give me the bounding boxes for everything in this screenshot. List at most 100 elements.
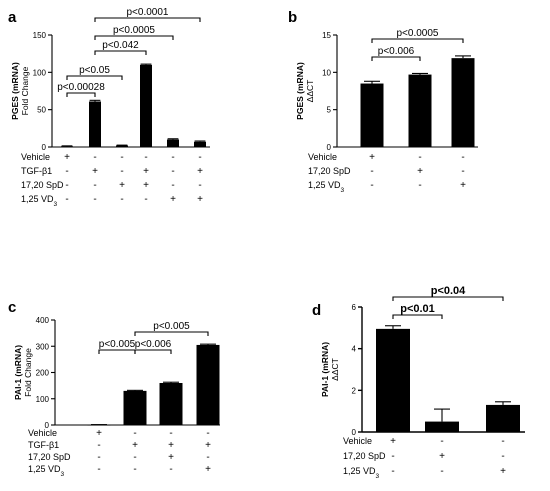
treatment-mark: - <box>133 452 136 463</box>
treatment-mark: + <box>119 180 125 191</box>
y-tick-label: 10 <box>322 68 331 77</box>
treatment-mark: - <box>206 452 209 463</box>
treatment-mark: - <box>97 464 100 475</box>
treatment-mark: - <box>418 152 421 163</box>
y-tick-label: 50 <box>37 106 46 115</box>
treatment-label: 1,25 VD3 <box>21 194 58 208</box>
y-tick-label: 0 <box>352 428 357 437</box>
significance-bracket <box>371 38 464 43</box>
significance-bracket <box>66 92 96 97</box>
treatment-mark: + <box>143 180 149 191</box>
y-tick-label: 150 <box>33 31 47 40</box>
p-value-label: p<0.01 <box>400 303 435 315</box>
p-value-label: p<0.05 <box>79 65 110 76</box>
y-tick-label: 300 <box>36 342 50 351</box>
bar <box>167 139 179 147</box>
bar <box>425 421 459 432</box>
treatment-mark: + <box>168 440 174 451</box>
treatment-mark: - <box>133 428 136 439</box>
treatment-mark: - <box>418 180 421 191</box>
treatment-mark: + <box>92 166 98 177</box>
y-tick-label: 4 <box>352 345 357 354</box>
treatment-mark: - <box>440 436 443 447</box>
panel-letter: a <box>8 9 17 26</box>
p-value-label: p<0.042 <box>102 40 139 51</box>
treatment-mark: - <box>391 466 394 477</box>
p-value-label: p<0.0001 <box>127 7 169 18</box>
treatment-mark: - <box>198 180 201 191</box>
bar <box>196 344 220 425</box>
panel-d: d 0 2 4 6 PAI-1 (mRNA) ΔΔCT p<0.01 p<0.04 Vehicle… <box>312 285 525 480</box>
treatment-mark: + <box>205 440 211 451</box>
bar <box>451 58 475 147</box>
treatment-label: Vehicle <box>21 152 50 162</box>
panel-letter: c <box>8 299 16 316</box>
p-value-label: p<0.04 <box>431 285 466 297</box>
y-axis-label: PAI-1 (mRNA) <box>13 345 23 400</box>
treatment-mark: - <box>171 166 174 177</box>
y-axis-sublabel: ΔΔCT <box>305 80 315 103</box>
treatment-mark: - <box>133 464 136 475</box>
y-tick-label: 0 <box>42 143 47 152</box>
treatment-mark: + <box>500 466 506 477</box>
treatment-label: 1,25 VD3 <box>308 180 345 194</box>
y-tick-label: 100 <box>36 395 50 404</box>
significance-bracket <box>134 331 209 336</box>
treatment-mark: - <box>65 194 68 205</box>
treatment-mark: - <box>169 464 172 475</box>
y-axis-label: PGES (mRNA) <box>295 62 305 120</box>
treatment-mark: - <box>120 166 123 177</box>
treatment-mark: - <box>391 451 394 462</box>
bar <box>123 390 147 425</box>
treatment-mark: - <box>93 194 96 205</box>
treatment-label: 17,20 SpD <box>308 166 351 176</box>
treatment-mark: - <box>370 166 373 177</box>
treatment-mark: - <box>120 194 123 205</box>
p-value-label: p<0.005 <box>153 321 190 332</box>
treatment-label: TGF-β1 <box>21 166 52 176</box>
p-value-label: p<0.00028 <box>57 82 105 93</box>
treatment-mark: - <box>97 440 100 451</box>
y-axis-sublabel: ΔΔCT <box>330 358 340 381</box>
treatment-label: TGF-β1 <box>28 440 59 450</box>
treatment-mark: - <box>97 452 100 463</box>
treatment-mark: + <box>439 451 445 462</box>
bar <box>61 146 73 148</box>
treatment-mark: + <box>96 428 102 439</box>
treatment-mark: - <box>169 428 172 439</box>
treatment-mark: - <box>93 152 96 163</box>
bar <box>194 141 206 147</box>
treatment-mark: - <box>144 194 147 205</box>
y-tick-label: 6 <box>352 303 357 312</box>
treatment-label: 1,25 VD3 <box>28 464 65 478</box>
treatment-mark: - <box>370 180 373 191</box>
y-tick-label: 15 <box>322 31 331 40</box>
treatment-mark: - <box>206 428 209 439</box>
y-tick-label: 200 <box>36 369 50 378</box>
p-value-label: p<0.005 <box>99 339 136 350</box>
treatment-mark: - <box>501 436 504 447</box>
treatment-label: 17,20 SpD <box>343 451 386 461</box>
bar <box>89 101 101 147</box>
treatment-label: Vehicle <box>308 152 337 162</box>
treatment-mark: - <box>171 180 174 191</box>
treatment-mark: - <box>171 152 174 163</box>
y-tick-label: 100 <box>33 68 47 77</box>
treatment-mark: + <box>168 452 174 463</box>
y-tick-label: 5 <box>327 106 332 115</box>
significance-bracket <box>66 75 123 80</box>
treatment-mark: - <box>440 466 443 477</box>
treatment-mark: - <box>93 180 96 191</box>
treatment-mark: + <box>390 436 396 447</box>
y-tick-label: 0 <box>327 143 332 152</box>
panel-b: b 0 5 10 15 PGES (mRNA) ΔΔCT p<0.006 p<0.0005 Veh… <box>288 9 478 194</box>
treatment-mark: - <box>198 152 201 163</box>
panel-letter: d <box>312 302 321 319</box>
y-axis-sublabel: Fold Change <box>20 66 30 115</box>
treatment-label: Vehicle <box>343 436 372 446</box>
y-tick-label: 0 <box>45 421 50 430</box>
treatment-mark: + <box>197 166 203 177</box>
panel-a: a 0 50 100 150 PGES (mRNA) Fold Change p<0.0002… <box>8 7 210 208</box>
treatment-mark: - <box>501 451 504 462</box>
